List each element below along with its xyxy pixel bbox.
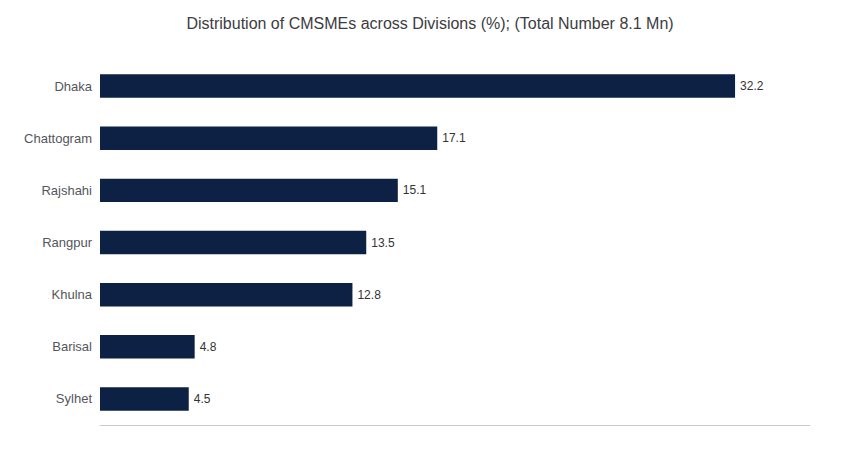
svg-text:4.8: 4.8	[200, 340, 217, 354]
svg-text:15.1: 15.1	[403, 183, 427, 197]
svg-text:Dhaka: Dhaka	[54, 79, 92, 94]
svg-text:32.2: 32.2	[740, 79, 764, 93]
svg-text:Khulna: Khulna	[52, 287, 93, 302]
svg-text:4.5: 4.5	[194, 392, 211, 406]
svg-text:Rajshahi: Rajshahi	[41, 183, 92, 198]
svg-text:Distribution of CMSMEs across: Distribution of CMSMEs across Divisions …	[186, 15, 673, 32]
svg-text:Sylhet: Sylhet	[56, 391, 93, 406]
svg-text:Rangpur: Rangpur	[42, 235, 93, 250]
svg-text:Barisal: Barisal	[52, 339, 92, 354]
svg-text:Chattogram: Chattogram	[24, 131, 92, 146]
svg-text:12.8: 12.8	[357, 288, 381, 302]
svg-text:17.1: 17.1	[442, 131, 466, 145]
svg-text:13.5: 13.5	[371, 236, 395, 250]
